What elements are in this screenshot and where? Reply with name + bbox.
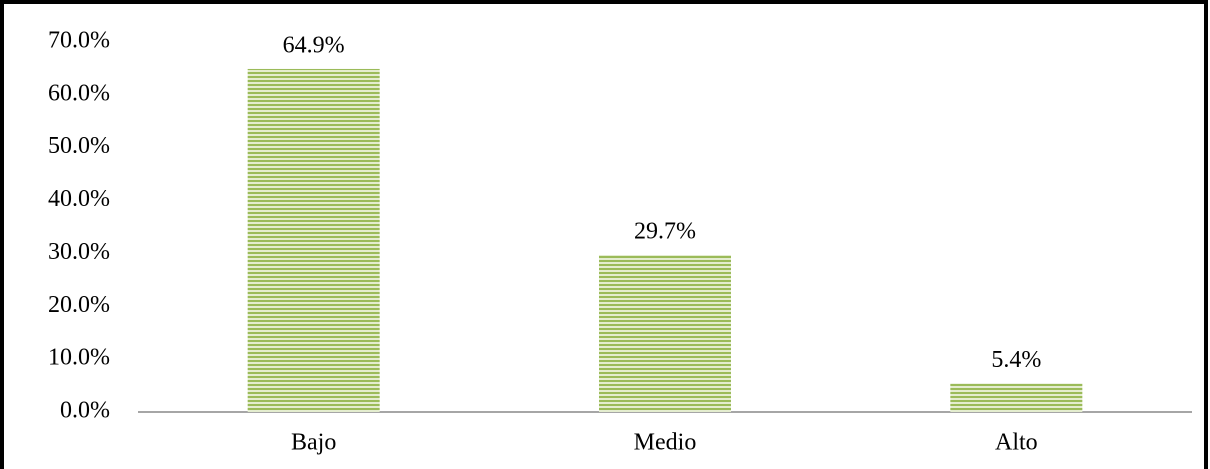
bar [950, 383, 1083, 412]
y-tick-label: 40.0% [48, 186, 110, 212]
bar [247, 68, 380, 412]
y-tick-label: 0.0% [60, 398, 110, 424]
bar [599, 255, 731, 412]
y-tick-label: 70.0% [48, 28, 110, 54]
y-tick-label: 30.0% [48, 239, 110, 265]
y-tick-label: 10.0% [48, 345, 110, 371]
x-tick-label: Alto [995, 430, 1038, 456]
y-tick-label: 60.0% [48, 80, 110, 106]
x-tick-label: Bajo [291, 430, 336, 456]
data-label: 5.4% [991, 347, 1041, 373]
y-tick-label: 20.0% [48, 292, 110, 318]
data-label: 29.7% [634, 219, 696, 245]
y-tick-label: 50.0% [48, 133, 110, 159]
x-tick-label: Medio [634, 430, 697, 456]
data-label: 64.9% [283, 32, 345, 58]
